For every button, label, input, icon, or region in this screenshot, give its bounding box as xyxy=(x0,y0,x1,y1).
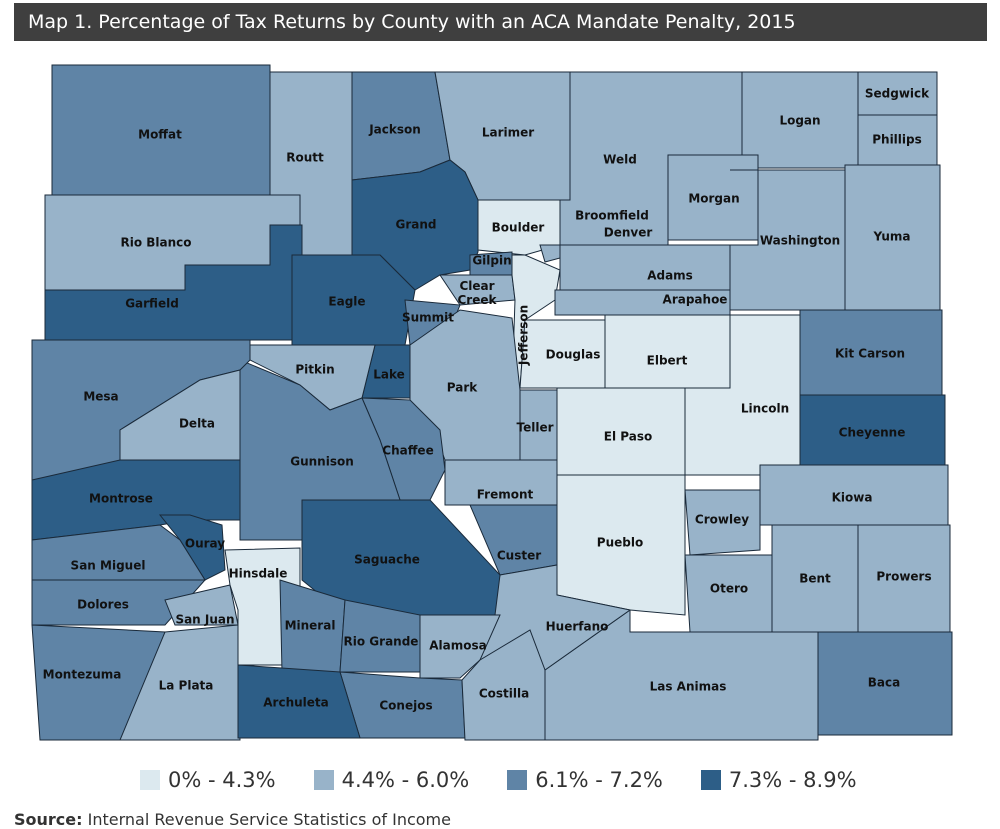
legend-label: 4.4% - 6.0% xyxy=(341,768,470,792)
county-label: Prowers xyxy=(876,570,931,584)
county-shape xyxy=(237,664,361,739)
legend-swatch xyxy=(313,770,334,790)
county-label: Park xyxy=(447,381,478,395)
county-label: Montrose xyxy=(89,492,153,506)
county-label: Denver xyxy=(604,226,653,240)
county-label: Yuma xyxy=(873,230,911,244)
legend: 0% - 4.3% 4.4% - 6.0% 6.1% - 7.2% 7.3% - 8.… xyxy=(140,768,857,792)
county-label: Conejos xyxy=(379,699,432,713)
county-label: Sedgwick xyxy=(865,87,930,101)
county-label: Saguache xyxy=(354,553,420,567)
county-label: Las Animas xyxy=(650,680,727,694)
county-label: Baca xyxy=(868,676,900,690)
county-label: Kit Carson xyxy=(835,347,905,361)
county-label: San Juan xyxy=(175,613,234,627)
county-label: Gunnison xyxy=(290,455,354,469)
county-label: Larimer xyxy=(482,126,534,140)
county-shape xyxy=(119,369,241,461)
legend-item: 4.4% - 6.0% xyxy=(313,768,470,792)
county-label: Pueblo xyxy=(597,536,643,550)
legend-item: 7.3% - 8.9% xyxy=(700,768,857,792)
county-label: Summit xyxy=(402,311,454,325)
county-label: Custer xyxy=(497,549,541,563)
county-label: Clear Creek xyxy=(458,279,498,307)
legend-label: 7.3% - 8.9% xyxy=(728,768,857,792)
county-label: Logan xyxy=(779,114,820,128)
county-label: Dolores xyxy=(77,598,129,612)
legend-label: 6.1% - 7.2% xyxy=(535,768,663,792)
county-label: Lincoln xyxy=(741,402,789,416)
county-label: San Miguel xyxy=(71,559,146,573)
legend-label: 0% - 4.3% xyxy=(168,768,276,792)
county-shape xyxy=(301,499,501,616)
county-shape xyxy=(684,489,761,556)
county-label: Moffat xyxy=(138,128,182,142)
county-label: Eagle xyxy=(328,295,365,309)
county-label: Garfield xyxy=(125,297,179,311)
source-label: Source: xyxy=(14,810,83,829)
county-label: Ouray xyxy=(185,537,225,551)
map: Moffat Routt Jackson Larimer Weld Logan Sedgwi… xyxy=(31,64,953,741)
county-label: Montezuma xyxy=(43,668,122,682)
county-label: Jackson xyxy=(368,123,421,137)
county-label: Hinsdale xyxy=(229,567,288,581)
county-label: El Paso xyxy=(604,430,652,444)
county-label: Arapahoe xyxy=(663,293,728,307)
county-shape xyxy=(559,244,731,291)
legend-swatch xyxy=(507,770,528,790)
county-shape xyxy=(31,524,206,581)
county-label: Otero xyxy=(710,582,748,596)
county-label: Adams xyxy=(647,269,693,283)
county-label: Douglas xyxy=(546,348,601,362)
county-label: Pitkin xyxy=(295,363,334,377)
county-label: Huerfano xyxy=(546,620,609,634)
county-label: Gilpin xyxy=(472,254,511,268)
county-label: Delta xyxy=(179,417,215,431)
county-label: Routt xyxy=(286,151,324,165)
county-label: Jefferson xyxy=(517,305,531,366)
county-label: Weld xyxy=(603,153,637,167)
legend-item: 6.1% - 7.2% xyxy=(507,768,663,792)
county-label: Broomfield xyxy=(575,209,649,223)
county-shape xyxy=(461,629,546,741)
county-label: Rio Blanco xyxy=(120,236,191,250)
county-label: Kiowa xyxy=(832,491,873,505)
county-shape xyxy=(539,244,561,263)
county-label: Crowley xyxy=(695,513,749,527)
county-shape xyxy=(239,359,401,541)
county-shape xyxy=(31,579,207,626)
county-label: La Plata xyxy=(159,679,214,693)
county-label: Rio Grande xyxy=(344,635,419,649)
county-label: Costilla xyxy=(479,687,529,701)
county-label: Archuleta xyxy=(263,696,329,710)
county-label: Lake xyxy=(373,368,405,382)
source-text: Internal Revenue Service Statistics of I… xyxy=(87,810,451,829)
county-label: Mineral xyxy=(285,619,336,633)
county-label: Mesa xyxy=(83,390,118,404)
county-label: Teller xyxy=(516,421,553,435)
county-label: Alamosa xyxy=(429,639,487,653)
county-label: Elbert xyxy=(647,354,688,368)
legend-item: 0% - 4.3% xyxy=(140,768,276,792)
county-shape xyxy=(419,614,501,679)
county-label: Phillips xyxy=(872,133,922,147)
county-shape xyxy=(604,314,731,389)
county-label: Grand xyxy=(396,218,437,232)
source: Source: Internal Revenue Service Statist… xyxy=(14,810,451,829)
county-label: Boulder xyxy=(492,221,545,235)
county-label: Chaffee xyxy=(382,444,433,458)
county-label: Morgan xyxy=(688,192,739,206)
legend-swatch xyxy=(700,770,721,790)
title: Map 1. Percentage of Tax Returns by Coun… xyxy=(14,3,987,41)
county-label: Fremont xyxy=(477,488,534,502)
county-label: Washington xyxy=(760,234,840,248)
county-label: Cheyenne xyxy=(839,426,906,440)
county-label: Bent xyxy=(799,572,831,586)
legend-swatch xyxy=(140,770,160,790)
